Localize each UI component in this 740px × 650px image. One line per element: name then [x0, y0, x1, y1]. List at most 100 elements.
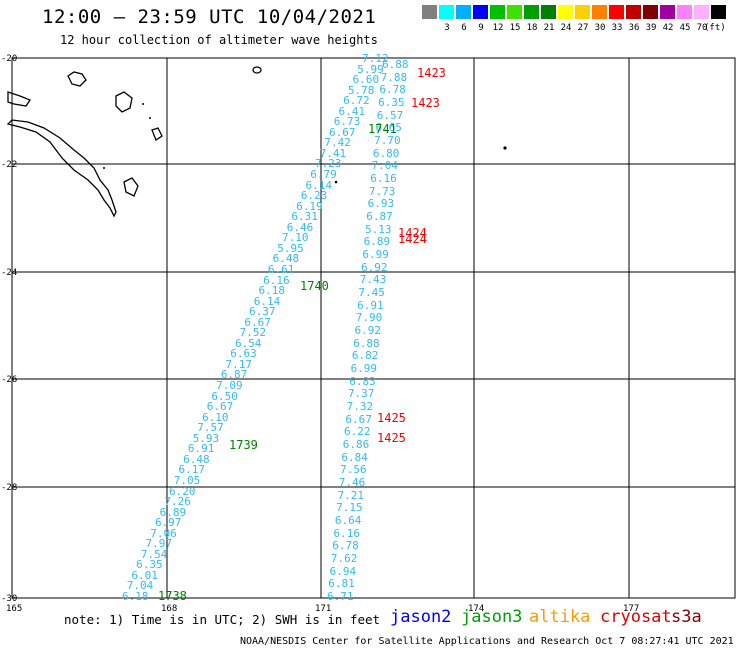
west-track-wave-height: 7.09: [216, 379, 243, 393]
east-track-wave-height: 7.43: [359, 273, 387, 287]
track-time-label: 1740: [300, 279, 329, 293]
west-track-wave-height: 7.05: [173, 473, 201, 487]
west-track-wave-height: 6.20: [169, 484, 196, 498]
east-track-wave-height: 6.80: [372, 146, 400, 160]
east-track-wave-height: 6.88: [353, 336, 380, 350]
satellite-legend-entry: cryosat: [600, 607, 672, 627]
legend-swatch: [422, 5, 437, 19]
west-track-wave-height: 5.99: [357, 62, 384, 76]
west-track-wave-height: 7.12: [362, 52, 389, 65]
west-track-wave-height: 5.95: [277, 241, 304, 255]
latitude-label: -22: [1, 160, 17, 170]
west-track-wave-height: 5.93: [192, 431, 220, 445]
longitude-label: 165: [6, 604, 22, 614]
west-track-wave-height: 6.31: [291, 210, 318, 224]
east-track-wave-height: 6.64: [334, 514, 362, 527]
east-track-wave-height: 7.62: [330, 552, 358, 565]
legend-swatch: [626, 5, 641, 19]
legend-swatch: [456, 5, 471, 19]
satellite-legend-entry: jason2: [390, 607, 452, 627]
west-track-wave-height: 6.73: [333, 115, 361, 129]
east-track-wave-height: 6.99: [350, 362, 378, 375]
west-track-wave-height: 6.72: [343, 94, 370, 108]
east-track-wave-height: 7.04: [371, 159, 399, 173]
east-track-wave-height: 7.32: [346, 400, 374, 413]
west-track-wave-height: 6.16: [263, 273, 290, 287]
west-track-wave-height: 6.50: [211, 389, 238, 403]
west-track-wave-height: 6.97: [154, 516, 182, 530]
east-track-wave-height: 6.99: [362, 248, 389, 261]
track-time-label: 1425: [377, 431, 406, 445]
east-track-wave-height: 7.88: [380, 70, 408, 84]
new-caledonia-coastline: [6, 66, 262, 218]
west-track-wave-height: 7.10: [282, 231, 309, 245]
west-track-wave-height: 6.48: [272, 252, 300, 266]
track-time-label: 1424: [398, 226, 427, 240]
west-track-wave-height: 7.57: [197, 421, 224, 435]
east-track-wave-height: 6.94: [329, 564, 357, 578]
east-track-wave-height: 7.70: [374, 134, 401, 147]
chart-title: 12:00 – 23:59 UTC 10/04/2021: [42, 6, 377, 28]
east-track-wave-height: 6.81: [328, 577, 355, 591]
west-track-wave-height: 6.46: [286, 220, 314, 234]
west-track-wave-height: 6.18: [122, 590, 149, 603]
west-track-wave-height: 7.06: [150, 526, 177, 540]
east-track-wave-height: 7.56: [340, 463, 367, 477]
east-track-wave-height: 7.15: [336, 501, 363, 515]
legend-value-label: 21: [543, 23, 555, 33]
latitude-label: -20: [1, 54, 17, 64]
west-track-wave-height: 6.89: [159, 505, 187, 519]
west-track-wave-height: 7.04: [126, 579, 154, 593]
east-track-wave-height: 6.88: [382, 58, 409, 71]
west-track-wave-height: 6.79: [310, 168, 337, 182]
legend-swatch: [575, 5, 590, 19]
track-time-label: 1739: [229, 438, 258, 452]
longitude-label: 171: [315, 604, 331, 614]
legend-swatch: [660, 5, 675, 19]
east-track-wave-height: 6.35: [378, 96, 405, 109]
legend-swatch: [439, 5, 454, 19]
track-time-label: 1425: [377, 411, 406, 425]
east-track-wave-height: 6.89: [363, 235, 391, 249]
latitude-label: -28: [1, 483, 17, 493]
track-time-label: 1741: [368, 122, 397, 136]
east-track-wave-height: 6.84: [341, 450, 368, 464]
legend-value-label: 15: [509, 23, 521, 33]
legend-value-label: 3: [444, 23, 450, 33]
west-track-wave-height: 6.14: [253, 294, 281, 308]
east-track-wave-height: 6.65: [375, 121, 402, 135]
legend-swatch: [524, 5, 539, 19]
west-track-wave-height: 7.26: [164, 495, 191, 509]
legend-swatch: [490, 5, 505, 19]
legend-value-label: 33: [611, 23, 623, 33]
east-track-wave-height: 7.73: [368, 184, 396, 198]
west-track-wave-height: 6.63: [230, 347, 257, 361]
map-frame: [11, 57, 736, 599]
west-track-wave-height: 6.54: [234, 336, 262, 350]
east-track-wave-height: 6.83: [349, 374, 376, 388]
east-track-wave-height: 6.93: [367, 197, 395, 211]
track-time-label: 1423: [411, 96, 440, 110]
graticule: [12, 58, 735, 598]
track-time-label: 1423: [417, 66, 446, 80]
longitude-label: 177: [623, 604, 639, 614]
west-track-wave-height: 6.67: [329, 125, 356, 139]
longitude-label: 174: [468, 604, 484, 614]
west-track-wave-height: 7.52: [239, 326, 267, 340]
legend-unit: (ft): [704, 23, 726, 33]
east-track-wave-height: 6.86: [342, 438, 370, 451]
chart-subtitle: 12 hour collection of altimeter wave hei…: [60, 33, 378, 47]
east-track-wave-height: 6.67: [345, 412, 372, 426]
east-track-wave-height: 5.13: [364, 222, 392, 236]
legend-swatch: [507, 5, 522, 19]
east-track-wave-height: 6.82: [351, 349, 379, 363]
west-track-wave-height: 7.41: [319, 146, 347, 160]
east-track-wave-height: 7.46: [338, 476, 366, 489]
west-track-wave-height: 7.97: [145, 537, 173, 551]
legend-value-label: 27: [577, 23, 589, 33]
legend-value-label: 18: [526, 23, 538, 33]
legend-swatch: [592, 5, 607, 19]
other-islands: [103, 103, 507, 184]
west-track-wave-height: 6.67: [206, 400, 234, 414]
